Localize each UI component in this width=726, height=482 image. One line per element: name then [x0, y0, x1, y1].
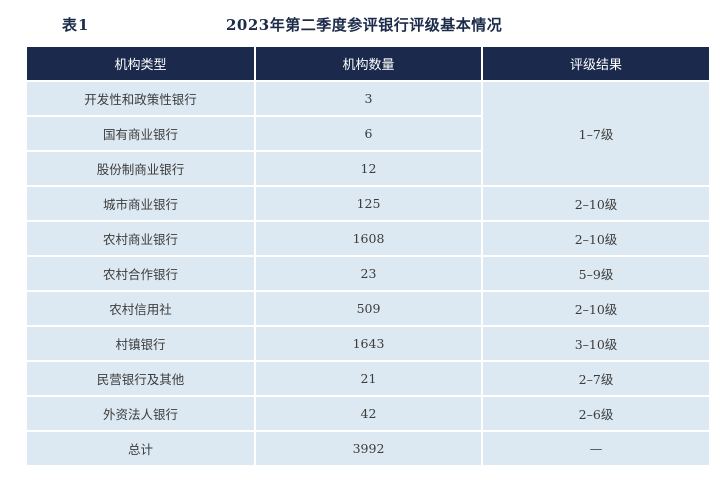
table-row: 开发性和政策性银行 3 1–7级 [27, 80, 709, 186]
cell-institution-type: 城市商业银行 [27, 185, 255, 221]
cell-institution-type: 总计 [27, 430, 255, 465]
cell-institution-type: 股份制商业银行 [27, 150, 255, 186]
table-row: 农村合作银行 23 5–9级 [27, 255, 709, 291]
cell-rating-result: 2–6级 [481, 395, 709, 431]
cell-institution-count: 1643 [254, 325, 482, 361]
cell-institution-type: 村镇银行 [27, 325, 255, 361]
rating-table: 机构类型 机构数量 评级结果 开发性和政策性银行 3 1–7级 国有商业银行 6… [27, 47, 709, 465]
table-row: 股份制商业银行 12 [27, 150, 709, 186]
cell-rating-result: 2–7级 [481, 360, 709, 396]
cell-institution-count: 1608 [254, 220, 482, 256]
cell-institution-count: 6 [254, 115, 482, 151]
table-row-total: 总计 3992 — [27, 430, 709, 465]
cell-rating-result: 2–10级 [481, 220, 709, 256]
table-row: 农村信用社 509 2–10级 [27, 290, 709, 326]
cell-institution-type: 国有商业银行 [27, 115, 255, 151]
header-row: 机构类型 机构数量 评级结果 [27, 47, 709, 81]
cell-institution-count: 3992 [254, 430, 482, 465]
cell-institution-count: 12 [254, 150, 482, 186]
cell-rating-result: 2–10级 [481, 290, 709, 326]
cell-rating-result: 2–10级 [481, 185, 709, 221]
table-title: 2023年第二季度参评银行评级基本情况 [226, 16, 503, 34]
cell-institution-type: 农村信用社 [27, 290, 255, 326]
cell-institution-count: 23 [254, 255, 482, 291]
cell-rating-result-merged: 1–7级 [481, 80, 709, 186]
cell-institution-count: 42 [254, 395, 482, 431]
cell-institution-type: 民营银行及其他 [27, 360, 255, 396]
cell-rating-result: 3–10级 [481, 325, 709, 361]
cell-institution-count: 3 [254, 80, 482, 116]
table-row: 国有商业银行 6 [27, 115, 709, 151]
cell-institution-type: 开发性和政策性银行 [27, 80, 255, 116]
table-row: 城市商业银行 125 2–10级 [27, 185, 709, 221]
table-row: 农村商业银行 1608 2–10级 [27, 220, 709, 256]
cell-institution-type: 外资法人银行 [27, 395, 255, 431]
table-row: 外资法人银行 42 2–6级 [27, 395, 709, 431]
cell-institution-count: 125 [254, 185, 482, 221]
cell-rating-result: — [481, 430, 709, 465]
cell-institution-count: 21 [254, 360, 482, 396]
table-row: 民营银行及其他 21 2–7级 [27, 360, 709, 396]
header-rating-result: 评级结果 [481, 47, 709, 81]
header-institution-count: 机构数量 [254, 47, 482, 81]
cell-institution-type: 农村商业银行 [27, 220, 255, 256]
cell-rating-result: 5–9级 [481, 255, 709, 291]
table-row: 村镇银行 1643 3–10级 [27, 325, 709, 361]
cell-institution-type: 农村合作银行 [27, 255, 255, 291]
table-number: 表1 [62, 16, 90, 34]
header-institution-type: 机构类型 [27, 47, 255, 81]
cell-institution-count: 509 [254, 290, 482, 326]
